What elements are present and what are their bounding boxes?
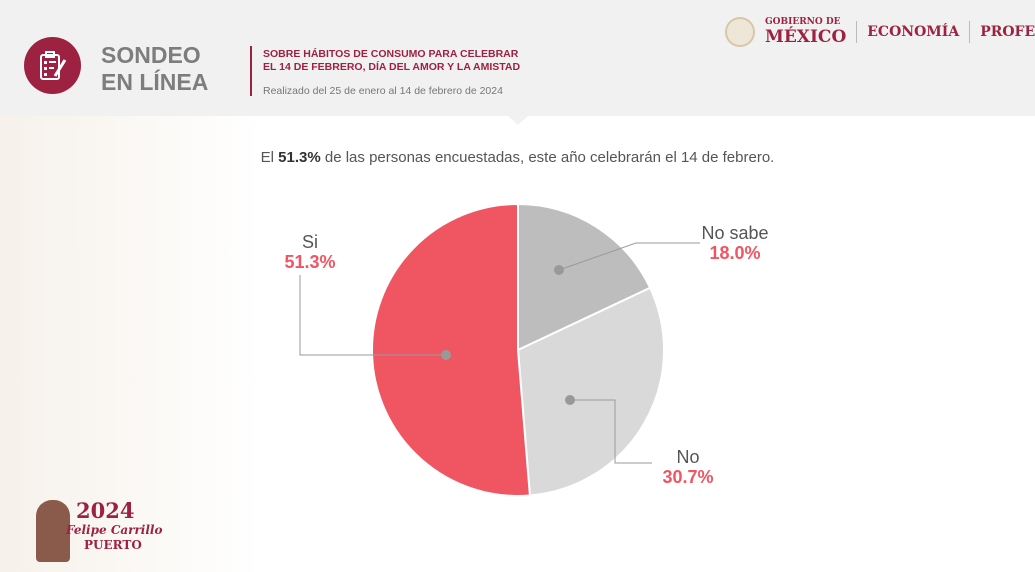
label-text: Si xyxy=(301,232,318,252)
leader-line xyxy=(570,399,652,464)
footer-name: Felipe Carrillo xyxy=(66,523,163,537)
label-value: 18.0% xyxy=(709,243,761,263)
chart-headline: El 51.3% de las personas encuestadas, es… xyxy=(0,149,1035,166)
felipe-carrillo-puerto-logo: 2024 Felipe Carrillo PUERTO xyxy=(14,498,162,568)
clipboard-icon xyxy=(24,37,81,94)
page-title: SONDEO EN LÍNEA xyxy=(101,42,208,96)
label-text: No sabe xyxy=(701,223,769,243)
survey-date: Realizado del 25 de enero al 14 de febre… xyxy=(263,85,503,97)
gob-line-2: MÉXICO xyxy=(765,27,847,47)
gobierno-logo: GOBIERNO DE MÉXICO xyxy=(765,17,846,47)
label-si: Si 51.3% xyxy=(275,232,345,272)
label-no: No 30.7% xyxy=(650,447,726,487)
label-value: 51.3% xyxy=(284,252,336,272)
headline-pre: El xyxy=(260,149,279,166)
subtitle-line-2: EL 14 DE FEBRERO, DÍA DEL AMOR Y LA AMIS… xyxy=(263,61,521,73)
background-pattern xyxy=(0,116,260,572)
pie-slice-no xyxy=(516,286,665,497)
leader-dot xyxy=(441,350,451,360)
divider xyxy=(250,46,252,96)
leader-dot xyxy=(565,395,575,405)
separator xyxy=(969,21,971,43)
title-line-1: SONDEO xyxy=(101,42,201,68)
leader-line xyxy=(558,242,700,271)
title-line-2: EN LÍNEA xyxy=(101,69,209,95)
headline-post: de las personas encuestadas, este año ce… xyxy=(320,149,775,166)
portrait-image xyxy=(36,500,70,562)
header-pointer xyxy=(508,116,528,125)
footer-year: 2024 xyxy=(76,498,135,523)
pie-slice-no-sabe xyxy=(517,202,652,352)
profeco-logo: PROFECO xyxy=(980,24,1035,40)
separator xyxy=(856,21,858,43)
leader-dot xyxy=(554,265,564,275)
label-no-sabe: No sabe 18.0% xyxy=(700,223,770,263)
leader-line xyxy=(299,275,446,356)
gob-line-1: GOBIERNO DE xyxy=(765,17,841,27)
label-text: No xyxy=(676,447,700,467)
footer-surname: PUERTO xyxy=(84,538,142,552)
seal-icon xyxy=(725,17,755,47)
subtitle-line-1: SOBRE HÁBITOS DE CONSUMO PARA CELEBRAR xyxy=(263,48,519,60)
headline-bold: 51.3% xyxy=(278,149,321,166)
label-value: 30.7% xyxy=(662,467,714,487)
economia-logo: ECONOMÍA xyxy=(867,24,960,40)
header: SONDEO EN LÍNEA SOBRE HÁBITOS DE CONSUMO … xyxy=(0,0,1035,116)
subtitle: SOBRE HÁBITOS DE CONSUMO PARA CELEBRAR EL… xyxy=(263,48,520,74)
pie-slice-si xyxy=(371,202,531,497)
